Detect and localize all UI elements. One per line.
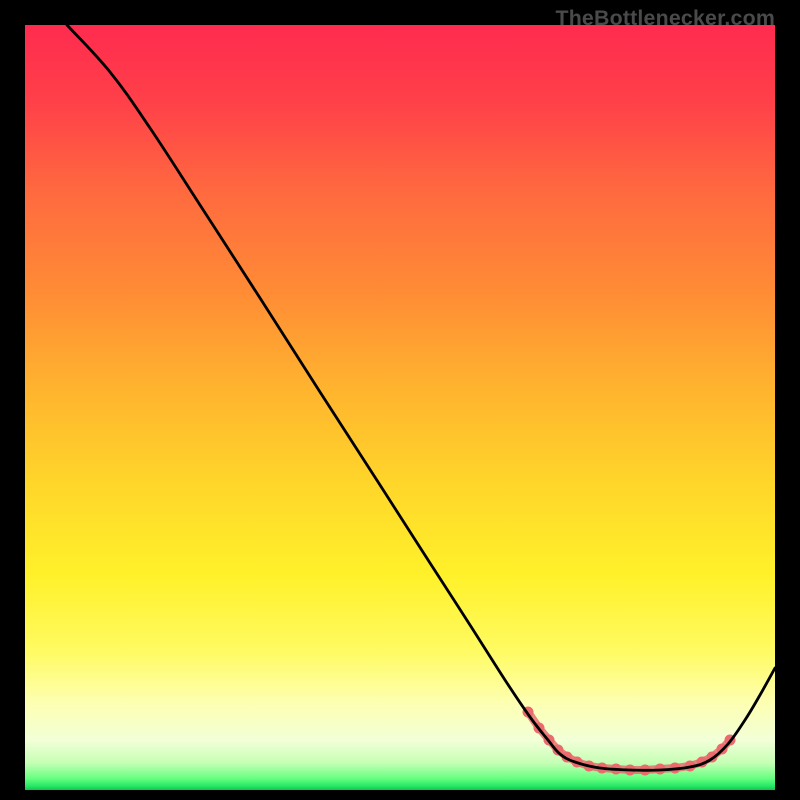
chart-root: TheBottlenecker.com [0,0,800,800]
gradient-background [25,25,775,790]
watermark-text: TheBottlenecker.com [555,6,775,31]
